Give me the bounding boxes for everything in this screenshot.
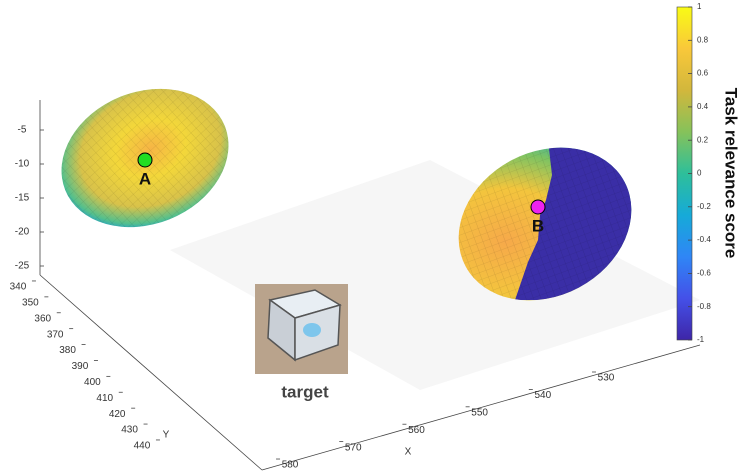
tick-label: 540 — [534, 390, 551, 401]
tick-label: 380 — [59, 345, 76, 356]
tick-label: 370 — [47, 329, 64, 340]
colorbar-label: Task relevance score — [722, 88, 741, 259]
tick-label: -10 — [15, 159, 30, 170]
tick-label: 360 — [34, 313, 51, 324]
colorbar-tick-label: 0.2 — [697, 135, 709, 144]
colorbar-tick-label: 0 — [697, 169, 702, 178]
colorbar-tick-label: 0.6 — [697, 69, 709, 78]
point-marker — [531, 200, 545, 214]
colorbar-tick-label: 0.4 — [697, 102, 709, 111]
tick-label: -15 — [15, 193, 30, 204]
point-b: B — [531, 200, 545, 235]
tick-label: 400 — [84, 377, 101, 388]
y-axis-label: Y — [163, 430, 170, 441]
point-a: A — [138, 153, 152, 188]
tick-label: -20 — [15, 227, 30, 238]
tick-label: 440 — [134, 441, 151, 452]
y-axis — [40, 275, 262, 470]
tick-label: 340 — [10, 282, 27, 293]
point-marker — [138, 153, 152, 167]
target-label: target — [281, 382, 329, 401]
colorbar-tick-label: -0.8 — [697, 302, 711, 311]
tick-label: 550 — [471, 407, 488, 418]
colorbar-tick-label: 1 — [697, 2, 702, 11]
tick-label: 420 — [109, 409, 126, 420]
tick-label: 350 — [22, 298, 39, 309]
colorbar-tick-label: -1 — [697, 335, 705, 344]
point-label: B — [532, 216, 544, 235]
colorbar-tick-label: 0.8 — [697, 35, 709, 44]
x-axis-label: X — [405, 447, 412, 458]
tick-label: 570 — [345, 442, 362, 453]
tick-label: 390 — [72, 361, 89, 372]
figure: target A B X Y Task relevance score 530 5… — [0, 0, 742, 473]
tick-label: 560 — [408, 425, 425, 436]
colorbar-tick-label: -0.4 — [697, 235, 711, 244]
tick-label: -25 — [15, 261, 30, 272]
tick-label: -5 — [18, 125, 27, 136]
point-label: A — [139, 169, 151, 188]
tick-label: 580 — [282, 460, 299, 471]
tick-label: 530 — [598, 373, 615, 384]
tick-label: 410 — [96, 393, 113, 404]
tick-label: 430 — [121, 425, 138, 436]
colorbar-tick-label: -0.6 — [697, 269, 711, 278]
colorbar-tick-label: -0.2 — [697, 202, 711, 211]
target-image — [255, 284, 348, 374]
